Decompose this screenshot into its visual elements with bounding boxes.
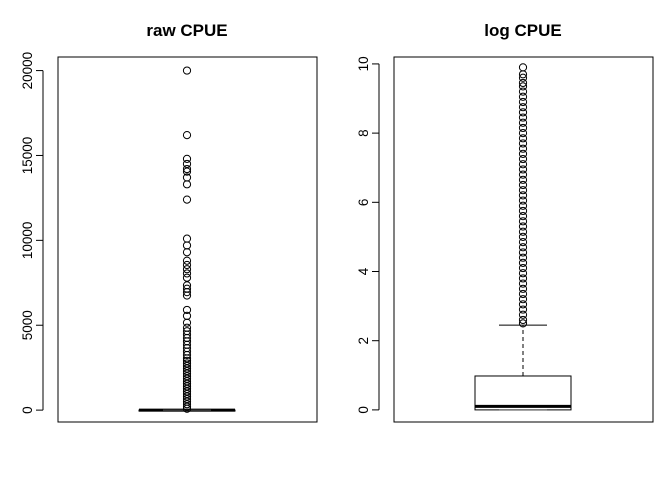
- outlier-point: [518, 180, 528, 190]
- outlier-point: [518, 315, 528, 325]
- outlier-point: [518, 269, 528, 278]
- outlier-point: [518, 295, 528, 304]
- outlier-point: [182, 269, 192, 278]
- outlier-point: [518, 170, 528, 179]
- outlier-point: [518, 212, 528, 221]
- y-tick-label: 0: [20, 406, 35, 414]
- outlier-point: [518, 319, 528, 328]
- outlier-point: [518, 196, 528, 205]
- outlier-point: [182, 404, 192, 413]
- outlier-point: [518, 165, 528, 174]
- y-tick-label: 0: [356, 406, 371, 414]
- plot-marks: [474, 63, 572, 411]
- outlier-point: [518, 144, 528, 153]
- y-tick-label: 4: [356, 267, 371, 275]
- outlier-point: [518, 87, 528, 96]
- outlier-point: [518, 186, 528, 195]
- outlier-point: [518, 129, 528, 138]
- outlier-point: [518, 237, 528, 247]
- outlier-point: [518, 63, 528, 72]
- outlier-point: [518, 206, 528, 216]
- outlier-point: [518, 70, 528, 79]
- y-tick-label: 8: [356, 129, 371, 137]
- outlier-point: [182, 241, 192, 250]
- outlier-point: [518, 232, 528, 242]
- y-tick-label: 15000: [20, 137, 35, 175]
- outlier-point: [182, 288, 192, 297]
- outlier-point: [182, 195, 192, 204]
- box: [474, 375, 572, 411]
- outlier-point: [518, 310, 528, 319]
- outlier-point: [518, 248, 528, 257]
- outlier-point: [182, 350, 192, 360]
- outlier-point: [182, 400, 192, 409]
- outlier-point: [518, 154, 528, 164]
- panel-raw-cpue: raw CPUE 0 5000 10000 15000 20000: [20, 21, 318, 423]
- outlier-point: [518, 217, 528, 226]
- chart-title: raw CPUE: [146, 21, 227, 40]
- outlier-point: [518, 289, 528, 299]
- outlier-point: [518, 92, 528, 101]
- panel-log-cpue: log CPUE 0 2 4 6 8 10: [356, 21, 654, 423]
- outlier-point: [518, 160, 528, 169]
- outlier-point: [182, 130, 192, 140]
- outlier-point: [518, 300, 528, 309]
- outlier-point: [182, 234, 192, 243]
- outlier-point: [182, 66, 192, 75]
- y-tick-label: 10: [356, 56, 371, 71]
- plot-frame: [393, 56, 654, 423]
- outlier-point: [518, 201, 528, 210]
- outlier-point: [518, 139, 528, 148]
- outlier-point: [518, 78, 528, 88]
- outlier-point: [518, 175, 528, 184]
- outlier-point: [518, 263, 528, 273]
- outlier-point: [518, 222, 528, 231]
- outlier-point: [182, 291, 192, 300]
- outlier-point: [518, 253, 528, 262]
- outlier-point: [182, 167, 192, 176]
- outlier-point: [182, 260, 192, 270]
- outlier-point: [518, 274, 528, 283]
- outlier-point: [182, 248, 192, 257]
- outlier-point: [182, 318, 192, 327]
- y-tick-label: 10000: [20, 222, 35, 260]
- outlier-point: [182, 256, 192, 265]
- outlier-point: [518, 227, 528, 236]
- plot-frame: [57, 56, 318, 423]
- outlier-point: [518, 118, 528, 127]
- outlier-point: [518, 243, 528, 252]
- outlier-point: [518, 73, 528, 82]
- chart-title: log CPUE: [484, 21, 561, 40]
- outlier-point: [518, 113, 528, 122]
- y-axis: 0 5000 10000 15000 20000: [20, 52, 44, 414]
- outlier-point: [518, 97, 528, 107]
- y-tick-label: 2: [356, 337, 371, 345]
- plot-marks: [138, 66, 236, 413]
- outlier-point: [518, 123, 528, 133]
- outlier-point: [518, 284, 528, 293]
- y-tick-label: 20000: [20, 52, 35, 90]
- outlier-point: [182, 154, 192, 163]
- outlier-point: [182, 180, 192, 189]
- outlier-point: [182, 305, 192, 315]
- outlier-point: [182, 265, 192, 274]
- outlier-point: [518, 191, 528, 200]
- outlier-point: [518, 149, 528, 158]
- y-axis: 0 2 4 6 8 10: [356, 56, 380, 414]
- outlier-point: [518, 305, 528, 314]
- outlier-point: [182, 164, 192, 174]
- outlier-point: [182, 273, 192, 282]
- outlier-point: [182, 402, 192, 411]
- y-tick-label: 6: [356, 199, 371, 207]
- outlier-point: [518, 279, 528, 288]
- y-tick-label: 5000: [20, 310, 35, 340]
- outlier-point: [518, 108, 528, 117]
- outlier-point: [518, 103, 528, 112]
- outlier-point: [518, 258, 528, 267]
- outlier-point: [518, 82, 528, 91]
- outlier-point: [518, 134, 528, 143]
